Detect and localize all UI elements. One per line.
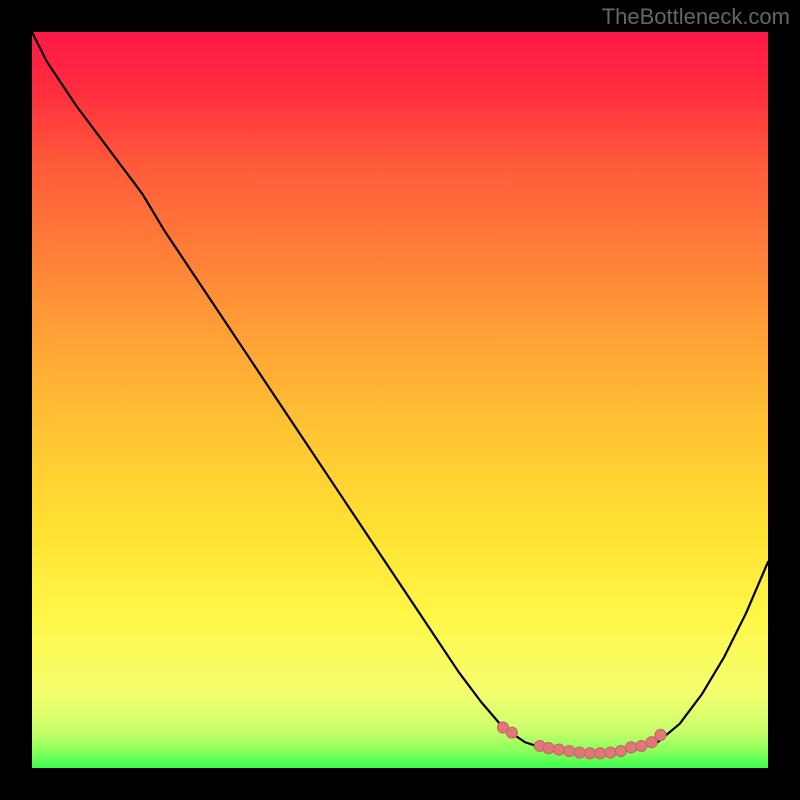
- marker-point: [543, 743, 554, 754]
- marker-point: [636, 740, 647, 751]
- plot-area: [32, 32, 768, 768]
- marker-point: [584, 748, 595, 759]
- marker-point: [626, 742, 637, 753]
- marker-point: [595, 748, 606, 759]
- marker-point: [506, 727, 517, 738]
- chart-svg: [32, 32, 768, 768]
- marker-point: [574, 747, 585, 758]
- marker-point: [655, 729, 666, 740]
- marker-point: [615, 746, 626, 757]
- marker-point: [553, 744, 564, 755]
- marker-point: [605, 747, 616, 758]
- chart-container: TheBottleneck.com: [0, 0, 800, 800]
- marker-point: [564, 746, 575, 757]
- chart-background: [32, 32, 768, 768]
- watermark-text: TheBottleneck.com: [602, 4, 790, 30]
